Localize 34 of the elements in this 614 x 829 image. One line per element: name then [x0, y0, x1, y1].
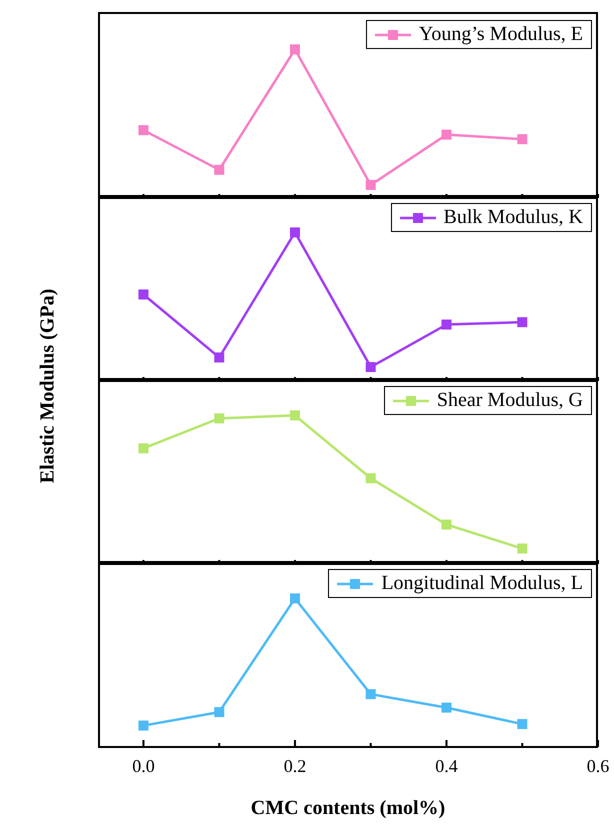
- point: [290, 593, 300, 604]
- x-tick-label: 0.6: [586, 756, 610, 776]
- point: [441, 130, 452, 140]
- point: [441, 702, 452, 713]
- point: [517, 719, 528, 730]
- point: [214, 352, 224, 362]
- y-axis-title: Elastic Modulus (GPa): [36, 288, 60, 484]
- point: [138, 443, 148, 454]
- point: [517, 544, 528, 554]
- point: [138, 720, 148, 731]
- point: [517, 134, 528, 144]
- point: [441, 520, 452, 530]
- point: [441, 320, 452, 330]
- point: [517, 317, 528, 328]
- point: [366, 362, 376, 372]
- point: [138, 125, 148, 136]
- point: [214, 413, 224, 424]
- point: [290, 227, 300, 238]
- x-tick-label: 0.4: [435, 756, 458, 776]
- point: [366, 473, 376, 484]
- point: [366, 180, 376, 190]
- point: [290, 410, 300, 420]
- legend-label: Bulk Modulus, K: [444, 206, 583, 229]
- x-axis-title: CMC contents (mol%): [250, 797, 446, 819]
- point: [214, 164, 224, 175]
- point: [290, 44, 300, 54]
- point: [214, 707, 224, 718]
- point: [138, 289, 148, 300]
- x-tick-label: 0.2: [284, 756, 306, 776]
- point: [366, 689, 376, 700]
- x-tick-label: 0.0: [132, 756, 155, 776]
- legend-label: Longitudinal Modulus, L: [381, 572, 583, 595]
- legend-label: Young’s Modulus, E: [418, 23, 583, 46]
- legend-label: Shear Modulus, G: [436, 389, 583, 412]
